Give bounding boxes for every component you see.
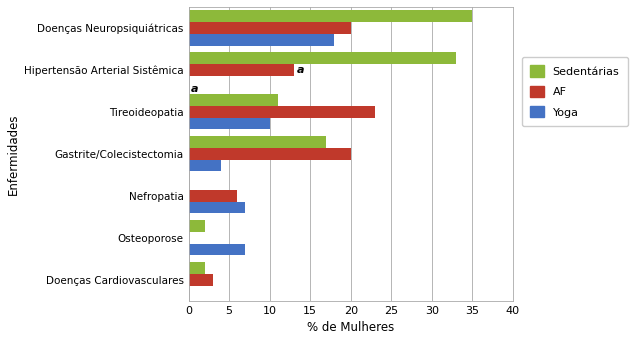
Y-axis label: Enfermidades: Enfermidades — [7, 113, 20, 195]
Bar — [189, 274, 213, 285]
X-axis label: % de Mulheres: % de Mulheres — [307, 321, 394, 334]
Bar — [189, 262, 205, 274]
Bar — [189, 220, 205, 232]
Bar — [189, 106, 375, 118]
Bar — [189, 160, 221, 172]
Bar — [189, 190, 237, 202]
Bar — [189, 94, 278, 106]
Text: a: a — [191, 84, 199, 94]
Bar — [189, 64, 294, 76]
Bar — [189, 243, 245, 255]
Bar — [189, 22, 351, 34]
Bar — [189, 136, 326, 148]
Bar — [189, 34, 334, 46]
Bar — [189, 202, 245, 213]
Bar — [189, 52, 456, 64]
Bar — [189, 10, 472, 22]
Text: a: a — [296, 65, 304, 75]
Bar — [189, 148, 351, 160]
Bar — [189, 118, 269, 130]
Legend: Sedentárias, AF, Yoga: Sedentárias, AF, Yoga — [522, 57, 628, 127]
